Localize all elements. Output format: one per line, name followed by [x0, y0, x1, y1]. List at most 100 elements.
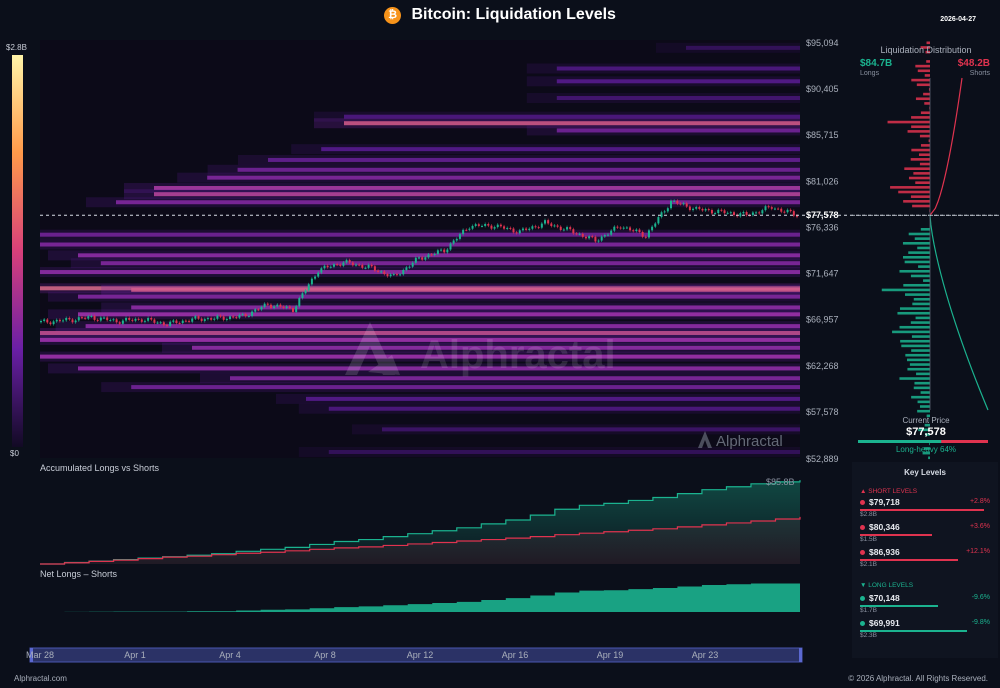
distribution-short-bar [910, 158, 930, 161]
chart-title: Bitcoin: Liquidation Levels [411, 6, 616, 23]
price-tick-label: $66,957 [806, 315, 839, 325]
price-candle [200, 318, 203, 321]
price-candle [619, 227, 622, 229]
distribution-long-bar [904, 260, 930, 264]
price-candle [540, 223, 543, 228]
price-candle [783, 211, 786, 213]
liquidation-band [40, 354, 800, 359]
price-candle [414, 257, 417, 263]
distribution-long-bar [913, 386, 930, 390]
price-candle [194, 316, 197, 319]
price-candle [93, 316, 96, 320]
price-candle [175, 320, 178, 324]
price-candle [433, 253, 436, 255]
short-level-row[interactable]: $86,936 +12.1% $2.1B [860, 547, 990, 569]
price-candle [292, 308, 294, 312]
long-level-pct: -9.6% [971, 594, 990, 601]
liquidation-band-glow [40, 239, 800, 250]
long-level-row[interactable]: $69,991 -9.8% $2.3B [860, 618, 990, 640]
short-level-row[interactable]: $80,346 +3.6% $1.5B [860, 522, 990, 544]
price-candle [405, 267, 408, 270]
price-candle [701, 208, 704, 211]
liquidation-band [40, 337, 800, 342]
price-candle [40, 321, 42, 323]
short-level-row[interactable]: $79,718 +2.8% $2.8B [860, 497, 990, 519]
distribution-short-bar [890, 186, 930, 189]
range-slider-handle-right[interactable] [799, 648, 802, 662]
price-candle [251, 311, 254, 316]
price-candle [156, 322, 159, 324]
liquidation-band-glow [526, 93, 800, 104]
date-tick-label: Apr 23 [692, 650, 719, 660]
price-candle [370, 264, 373, 267]
price-tick-label: $76,336 [806, 222, 839, 232]
short-level-dot [860, 500, 865, 505]
range-slider-handle-left[interactable] [30, 648, 33, 662]
price-candle [348, 260, 351, 263]
distribution-long-bar [911, 395, 930, 399]
liquidation-band-glow [177, 172, 800, 183]
price-candle [84, 317, 87, 319]
short-level-amount: $1.5B [860, 536, 877, 543]
price-candle [241, 314, 244, 316]
long-level-dot [860, 621, 865, 626]
distribution-long-bar [914, 237, 930, 240]
distribution-short-bar [887, 120, 930, 124]
liquidation-band-glow [70, 258, 801, 269]
liquidation-band [344, 114, 800, 119]
long-level-amount: $2.3B [860, 632, 877, 639]
price-candle [644, 236, 647, 238]
price-candle [128, 318, 131, 320]
distribution-short-bar [918, 153, 930, 157]
distribution-long-bar [909, 363, 930, 366]
accumulated-title: Accumulated Longs vs Shorts [40, 463, 160, 473]
liquidation-band [78, 253, 800, 258]
price-candle [320, 268, 323, 273]
price-candle [188, 320, 191, 322]
price-candle [427, 254, 430, 258]
liquidation-band-glow [40, 334, 800, 345]
long-level-row[interactable]: $70,148 -9.6% $1.7B [860, 593, 990, 615]
liquidation-band-glow [291, 144, 800, 155]
liquidation-band [382, 427, 800, 432]
distribution-short-bar [920, 46, 930, 49]
liquidation-band [100, 261, 801, 266]
price-candle [273, 306, 276, 309]
price-candle [509, 227, 512, 229]
price-candle [238, 314, 241, 318]
price-candle [317, 272, 320, 277]
current-price-value: $77,578 [906, 426, 946, 438]
price-candle [222, 316, 225, 320]
price-candle [792, 211, 795, 216]
distribution-short-bar [911, 148, 930, 152]
distribution-short-bar [924, 102, 930, 105]
price-candle [745, 212, 748, 216]
price-candle [213, 318, 216, 320]
price-candle [452, 240, 455, 244]
price-candle [506, 227, 509, 229]
distribution-short-bar [913, 172, 930, 175]
liquidation-band-glow [526, 125, 800, 136]
footer-site-link[interactable]: Alphractal.com [14, 674, 67, 683]
liquidation-band-glow [352, 424, 800, 435]
price-candle [288, 306, 291, 309]
price-candle [389, 274, 392, 277]
liquidation-band-glow [656, 42, 800, 53]
price-candle [446, 249, 449, 253]
distribution-short-bar [916, 83, 930, 87]
liquidation-band-glow [55, 321, 801, 332]
price-candle [269, 304, 272, 309]
price-candle [68, 317, 71, 320]
distribution-long-bar [907, 358, 930, 362]
price-candle [266, 303, 269, 305]
distribution-long-bar [901, 344, 930, 348]
price-candle [131, 319, 134, 321]
price-candle [739, 213, 742, 217]
price-candle [329, 266, 332, 268]
price-candle [436, 250, 439, 254]
price-candle [225, 319, 228, 321]
price-candle [112, 319, 115, 321]
price-candle [125, 318, 128, 321]
liquidation-band-glow [526, 63, 800, 74]
distribution-short-bar [920, 111, 930, 115]
